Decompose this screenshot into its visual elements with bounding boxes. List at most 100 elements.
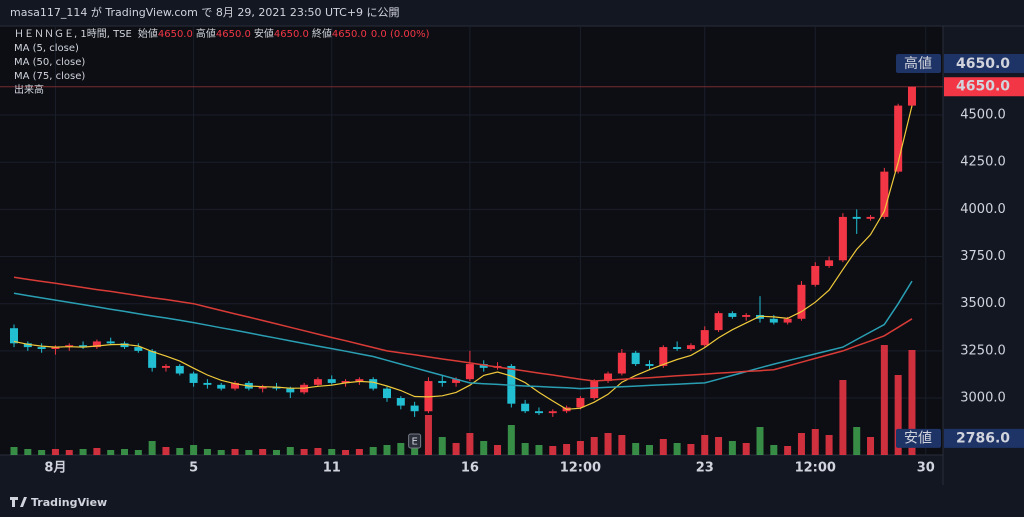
volume-bar [24,449,32,455]
x-tick-label: 8月 [44,461,66,476]
chart-pane [0,26,943,455]
candle-body [313,379,322,385]
y-tick-label: 3250.0 [960,343,1006,358]
candle-body [576,398,585,408]
candle-body [217,384,226,389]
last-price: 4650.0 [956,79,1010,95]
volume-bar [659,439,667,455]
y-tick-label: 4000.0 [960,202,1006,217]
candle-body [617,352,626,374]
volume-bar [645,445,653,455]
x-tick-label: 12:00 [560,461,601,476]
candle-body [327,379,336,383]
y-tick-label: 4500.0 [960,108,1006,123]
volume-bar [880,345,888,455]
candle-body [521,403,530,412]
candle-body [79,345,88,348]
volume-bar [397,443,405,455]
candle-body [742,315,751,317]
volume-bar [217,450,225,455]
candle-body [838,216,847,261]
x-tick-label: 16 [461,461,479,476]
volume-bar [342,450,350,455]
candle-body [134,347,143,351]
volume-bar [383,445,391,455]
volume-bar [797,433,805,455]
volume-bar [673,443,681,455]
y-tick-label: 3500.0 [960,296,1006,311]
volume-bar [742,443,750,455]
legend-entry: 出来高 [14,83,44,96]
candle-body [465,364,474,380]
high-tag: 高値 [904,55,932,72]
low-value-box [944,428,1024,448]
volume-bar [452,443,460,455]
volume-bar [259,449,267,455]
volume-bar [286,447,294,455]
volume-bar [756,427,764,455]
ohlc-value: 4650.0 [158,29,193,40]
volume-bar [549,446,557,455]
candle-body [23,343,32,348]
volume-bar [894,375,902,455]
volume-bar [176,448,184,455]
y-tick-label: 4250.0 [960,155,1006,170]
candle-body [286,388,295,393]
x-tick-label: 5 [189,461,198,476]
volume-bar [38,450,46,455]
candle-body [686,345,695,349]
volume-bar [494,445,502,455]
candle-body [120,343,129,348]
candle-body [341,381,350,383]
volume-bar [369,447,377,455]
candle-body [37,347,46,349]
publish-info: masa117_114 が TradingView.com で 8月 29, 2… [10,5,400,19]
ma-line [13,105,913,410]
volume-bar [632,443,640,455]
ma-line [13,280,913,390]
change: 0.0 (0.00%) [371,29,430,40]
ohlc-label: 始値 [138,27,158,40]
volume-bar [825,435,833,455]
y-tick-label: 3000.0 [960,391,1006,406]
candle-body [907,86,916,106]
volume-bar [328,449,336,455]
volume-bar [245,450,253,455]
legend-entry: MA (5, close) [14,43,79,54]
candle-body [797,284,806,319]
volume-bar [853,427,861,455]
candle-body [534,411,543,414]
candle-body [10,328,18,344]
volume-bar [535,445,543,455]
legend-symbol: ＨＥＮＮＧＥ, 1時間, TSE 始値4650.0 高値4650.0 安値4650.0… [14,27,430,40]
volume-bar [190,445,198,455]
logo-icon [10,497,27,507]
volume-bar [715,437,723,455]
volume-bar [203,449,211,455]
volume-bar [51,449,59,455]
candle-body [700,330,709,346]
candle-body [604,373,613,382]
event-marker: E [411,437,417,448]
volume-bar [618,435,626,455]
volume-bar [134,450,142,455]
candle-body [438,381,447,383]
candle-body [369,379,378,389]
volume-bar [839,380,847,455]
candle-body [383,388,392,399]
candle-body [880,171,889,217]
high-value-box [944,54,1024,73]
volume-bar [770,445,778,455]
ohlc-label: 終値 [312,27,332,40]
candle-body [231,382,240,389]
candle-body [479,364,488,368]
volume-bar [231,449,239,455]
volume-bar [438,437,446,455]
volume-bar [604,433,612,455]
legend-entry: MA (50, close) [14,57,85,68]
event-marker-box [408,433,422,449]
volume-bar [728,441,736,455]
candle-body [825,260,834,266]
volume-bar [811,429,819,455]
